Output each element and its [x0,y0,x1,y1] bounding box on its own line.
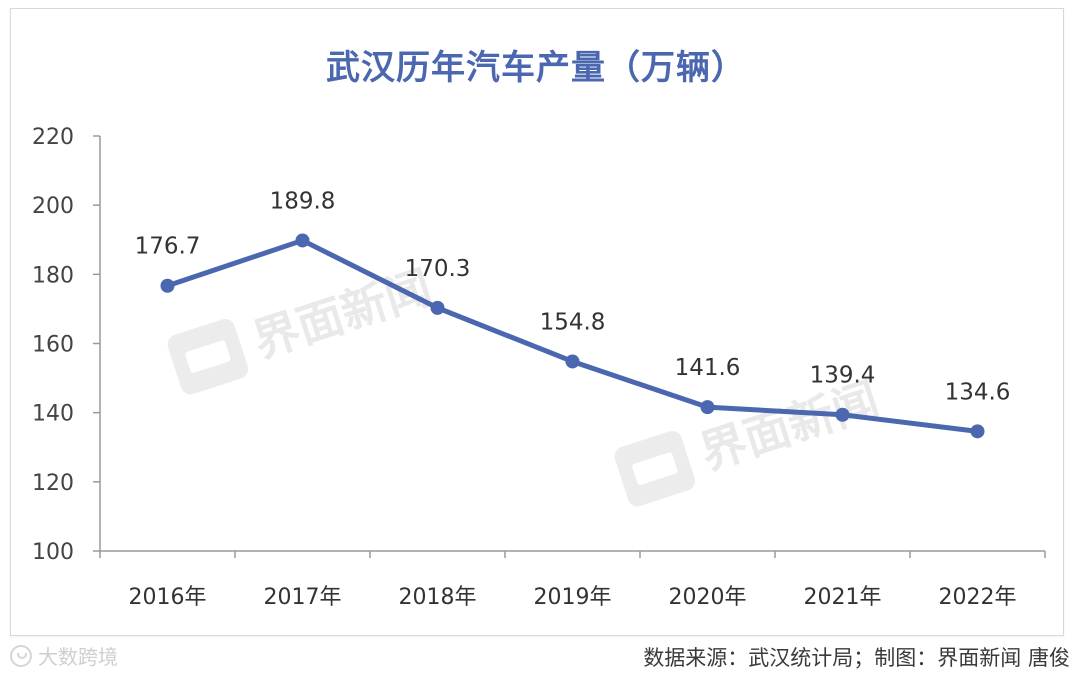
data-label: 176.7 [135,234,201,260]
watermark-logo-inner [632,452,678,485]
x-tick-label: 2021年 [804,585,882,610]
x-tick-label: 2018年 [399,585,477,610]
data-label: 139.4 [810,363,876,389]
chart-card [10,8,1064,636]
data-point [430,300,445,315]
y-tick-label: 140 [32,402,74,427]
brand-label: 大数跨境 [38,645,118,669]
y-tick-label: 100 [32,540,74,565]
x-tick-label: 2016年 [129,585,207,610]
data-point [970,424,985,439]
data-point [160,278,175,293]
y-tick-label: 200 [32,194,74,219]
x-tick-label: 2020年 [669,585,747,610]
data-label: 170.3 [405,256,471,282]
brand-icon [10,644,32,667]
y-tick-label: 180 [32,263,74,288]
source-note: 数据来源：武汉统计局；制图：界面新闻 唐俊 [643,646,1070,670]
y-tick-label: 160 [32,333,74,358]
brand-watermark: 大数跨境 [10,641,118,670]
data-point [835,407,850,422]
data-label: 189.8 [270,188,336,214]
x-tick-label: 2017年 [264,585,342,610]
watermark: 界面新闻 [167,260,438,395]
chart-title: 武汉历年汽车产量（万辆） [326,48,746,88]
data-label: 134.6 [945,379,1011,405]
data-labels: 176.7 189.8 170.3 154.8 141.6 139.4 134.6 [135,188,1011,405]
y-tick-label: 220 [32,125,74,150]
data-point [565,354,580,369]
watermark-logo-inner [185,340,231,373]
x-tick-label: 2022年 [939,585,1017,610]
y-tick-label: 120 [32,471,74,496]
data-label: 154.8 [540,309,606,335]
data-point [700,400,715,415]
data-label: 141.6 [675,355,741,381]
data-point [295,233,310,248]
series-group [160,233,985,439]
axes: 100 120 140 160 180 200 220 2016年 2017年 2018年 2019… [32,125,1046,610]
x-tick-label: 2019年 [534,585,612,610]
